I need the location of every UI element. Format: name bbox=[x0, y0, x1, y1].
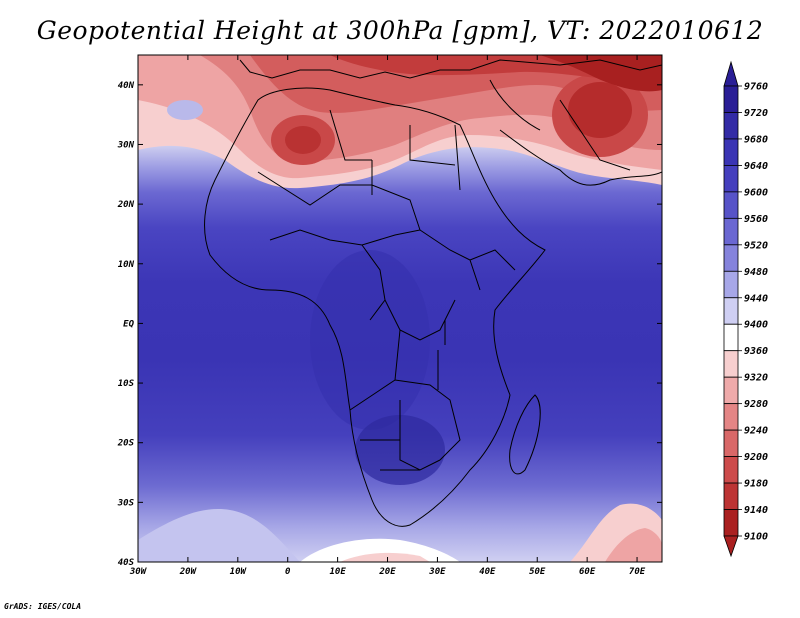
colorbar-swatch bbox=[723, 323, 739, 352]
lat-tick-label: 10S bbox=[118, 379, 135, 389]
lon-tick-label: 70E bbox=[629, 567, 646, 577]
lon-tick-label: 60E bbox=[579, 567, 596, 577]
lon-tick-label: 20W bbox=[179, 567, 198, 577]
colorbar-swatch bbox=[723, 482, 739, 510]
height-field bbox=[138, 55, 662, 562]
colorbar-bottom-arrow bbox=[723, 535, 739, 558]
colorbar-label: 9100 bbox=[744, 532, 768, 543]
lat-tick-label: 40S bbox=[118, 558, 135, 568]
lon-tick-label: 40E bbox=[479, 567, 496, 577]
map-frame bbox=[137, 54, 663, 563]
lon-tick-label: 10W bbox=[230, 567, 248, 577]
colorbar-label: 9560 bbox=[744, 214, 768, 225]
colorbar-label: 9600 bbox=[744, 187, 768, 198]
colorbar-swatch bbox=[723, 376, 739, 405]
lon-tick-label: 0 bbox=[285, 567, 291, 577]
lat-tick-label: 20N bbox=[117, 200, 135, 210]
colorbar-swatch bbox=[723, 217, 739, 246]
colorbar-label: 9320 bbox=[744, 373, 768, 384]
colorbar-swatch bbox=[723, 138, 739, 166]
lon-tick-label: 20E bbox=[378, 567, 396, 577]
colorbar-label: 9440 bbox=[744, 293, 768, 304]
colorbar-swatch bbox=[723, 112, 739, 140]
colorbar-label: 9140 bbox=[744, 505, 768, 516]
colorbar-swatch bbox=[723, 191, 739, 219]
colorbar-label: 9400 bbox=[744, 320, 768, 331]
colorbar-label: 9280 bbox=[744, 399, 768, 410]
colorbar-swatch bbox=[723, 509, 739, 537]
colorbar-label: 9360 bbox=[744, 346, 768, 357]
latitude-axis: 40N 30N 20N 10N EQ 10S 20S 30S 40S bbox=[117, 81, 662, 568]
colorbar-top-arrow bbox=[723, 60, 739, 87]
colorbar-label: 9640 bbox=[744, 161, 768, 172]
colorbar-swatch bbox=[723, 429, 739, 457]
colorbar-swatch bbox=[723, 165, 739, 193]
lat-tick-label: EQ bbox=[123, 319, 134, 329]
longitude-axis: 30W 20W 10W 0 10E 20E 30E 40E 50E 60E 70E bbox=[129, 55, 646, 577]
colorbar-swatch bbox=[723, 350, 739, 378]
colorbar-swatch bbox=[723, 244, 739, 272]
lon-tick-label: 30W bbox=[129, 567, 148, 577]
colorbar-swatch bbox=[723, 403, 739, 431]
lat-tick-label: 10N bbox=[118, 260, 135, 270]
lon-tick-label: 10E bbox=[329, 567, 346, 577]
lon-tick-label: 50E bbox=[529, 567, 546, 577]
colorbar-label: 9180 bbox=[744, 479, 768, 490]
lat-tick-label: 30N bbox=[117, 140, 135, 150]
colorbar-swatch bbox=[723, 456, 739, 484]
colorbar-label: 9240 bbox=[744, 426, 768, 437]
colorbar-swatch bbox=[723, 297, 739, 325]
colorbar-label: 9680 bbox=[744, 134, 768, 145]
colorbar-label: 9520 bbox=[744, 240, 768, 251]
colorbar-label: 9760 bbox=[744, 82, 768, 93]
lat-tick-label: 20S bbox=[117, 439, 135, 449]
colorbar-label: 9200 bbox=[744, 452, 768, 463]
colorbar: 9760 9720 9680 9640 9600 9560 9520 9480 9440 9400… bbox=[723, 60, 768, 558]
colorbar-swatch bbox=[723, 85, 739, 113]
lon-tick-label: 30E bbox=[428, 567, 446, 577]
coastlines bbox=[204, 59, 662, 527]
credit-label: GrADS: IGES/COLA bbox=[4, 602, 82, 611]
colorbar-swatch bbox=[723, 270, 739, 299]
colorbar-label: 9720 bbox=[744, 108, 768, 119]
lat-tick-label: 40N bbox=[118, 81, 135, 91]
map-title: Geopotential Height at 300hPa [gpm], VT:… bbox=[36, 16, 764, 45]
colorbar-label: 9480 bbox=[744, 267, 768, 278]
lat-tick-label: 30S bbox=[117, 498, 135, 508]
